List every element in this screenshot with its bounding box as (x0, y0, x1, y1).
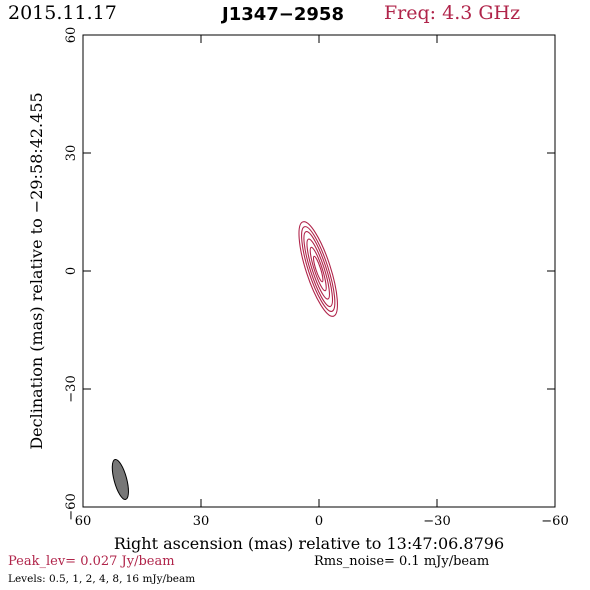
beam-ellipse (111, 458, 129, 500)
beam-shape (111, 458, 129, 500)
y-tick-label: 30 (64, 145, 79, 162)
contour-level-0.5 (298, 221, 338, 317)
x-tick-label: 30 (193, 514, 210, 529)
y-tick-label: −60 (64, 493, 79, 520)
x-tick-label: 60 (75, 514, 92, 529)
x-tick-label: 0 (315, 514, 323, 529)
contour-level-2 (303, 230, 334, 308)
x-tick-labels: 60 30 0 −30 −60 (75, 514, 569, 529)
source-contours (298, 221, 338, 317)
contour-level-4 (306, 238, 330, 300)
y-axis-label: Declination (mas) relative to −29:58:42.… (27, 92, 46, 449)
y-tick-label: −30 (64, 375, 79, 402)
tick-marks (82, 34, 556, 508)
source-name: J1347−2958 (222, 4, 344, 25)
rms-noise: Rms_noise= 0.1 mJy/beam (314, 554, 490, 569)
observation-date: 2015.11.17 (8, 2, 117, 24)
contour-level-1 (301, 226, 336, 312)
contour-levels: Levels: 0.5, 1, 2, 4, 8, 16 mJy/beam (8, 573, 196, 585)
plot-frame (82, 34, 556, 508)
x-axis-label: Right ascension (mas) relative to 13:47:… (114, 534, 504, 553)
x-tick-label: −30 (423, 514, 450, 529)
y-tick-label: 60 (64, 27, 79, 44)
y-tick-labels: 60 30 0 −30 −60 (64, 27, 79, 521)
contour-level-8 (309, 246, 327, 292)
contour-level-16 (312, 255, 324, 283)
x-tick-label: −60 (541, 514, 568, 529)
peak-level: Peak_lev= 0.027 Jy/beam (8, 554, 175, 569)
frequency-label: Freq: 4.3 GHz (384, 2, 521, 24)
y-tick-label: 0 (64, 267, 79, 275)
